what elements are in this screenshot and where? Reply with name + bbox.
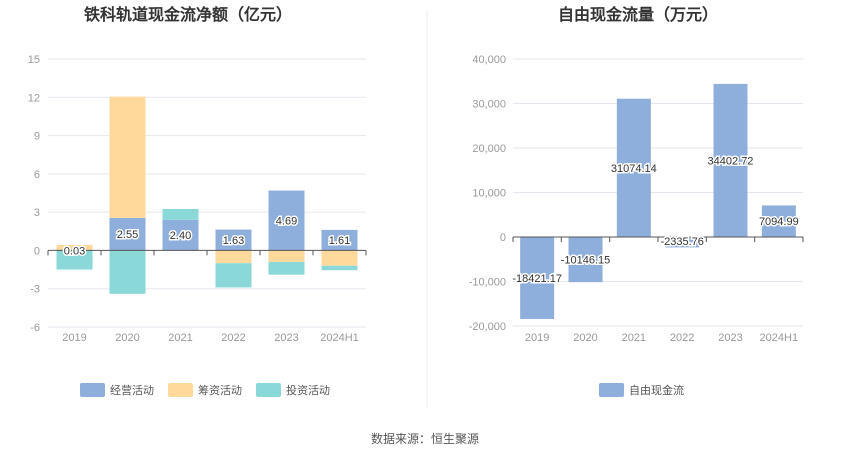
data-source: 数据来源：恒生聚源 [371, 431, 479, 446]
bar [520, 237, 555, 319]
x-tick-label: 2024H1 [760, 332, 799, 344]
y-tick-label: 30,000 [472, 99, 506, 111]
data-label: 2.40 [170, 230, 191, 242]
bar [761, 205, 796, 237]
bar-segment [215, 263, 252, 288]
legend-swatch [80, 383, 105, 397]
data-label: 34402.72 [708, 155, 754, 167]
y-tick-label: 9 [34, 131, 40, 143]
bar-segment [321, 229, 358, 251]
data-label: 0.03 [64, 245, 85, 257]
y-tick-label: -10,000 [469, 277, 506, 289]
x-tick-label: 2024H1 [320, 332, 359, 344]
legend-swatch [168, 383, 193, 397]
legend-label: 筹资活动 [198, 383, 242, 397]
y-tick-label: 0 [34, 245, 40, 257]
bar-segment [109, 250, 146, 294]
y-tick-label: 20,000 [472, 143, 506, 155]
bar-segment [215, 229, 252, 251]
x-tick-label: 2022 [670, 332, 694, 344]
data-label: 4.69 [276, 216, 297, 228]
data-label: 2.55 [117, 229, 138, 241]
left-chart-title: 铁科轨道现金流净额（亿元） [84, 5, 292, 24]
legend-swatch [256, 383, 281, 397]
y-tick-label: -20,000 [469, 321, 506, 333]
x-tick-label: 2023 [274, 332, 298, 344]
y-tick-label: 10,000 [472, 188, 506, 200]
y-tick-label: 40,000 [472, 54, 506, 66]
x-tick-label: 2019 [525, 332, 549, 344]
y-tick-label: 15 [28, 54, 40, 66]
legend-label: 经营活动 [110, 383, 154, 397]
bar [568, 237, 603, 283]
bar-segment [268, 250, 305, 262]
x-tick-label: 2020 [573, 332, 597, 344]
bar-segment [162, 219, 199, 251]
data-label: 1.63 [223, 235, 244, 247]
right-chart-title: 自由现金流量（万元） [558, 5, 718, 24]
x-tick-label: 2021 [622, 332, 646, 344]
data-label: 7094.99 [759, 216, 799, 228]
bar-segment [321, 265, 358, 271]
y-tick-label: -6 [30, 322, 40, 334]
x-tick-label: 2023 [718, 332, 742, 344]
y-tick-label: 6 [34, 169, 40, 181]
y-tick-label: 3 [34, 207, 40, 219]
data-label: -2335.76 [660, 236, 703, 248]
bar-segment [162, 208, 199, 220]
x-tick-label: 2020 [115, 332, 139, 344]
data-label: 1.61 [329, 235, 350, 247]
bar [616, 98, 651, 237]
legend-label: 自由现金流 [629, 383, 684, 397]
bar-segment [56, 250, 93, 270]
bar [713, 83, 748, 237]
x-tick-label: 2021 [168, 332, 192, 344]
legend-label: 投资活动 [286, 383, 330, 397]
bar-segment [268, 261, 305, 275]
bar-segment [268, 190, 305, 251]
y-tick-label: 0 [500, 232, 506, 244]
data-label: -10146.15 [561, 255, 611, 267]
bar-segment [109, 217, 146, 251]
bar-segment [56, 244, 93, 251]
bar-segment [321, 250, 358, 266]
bar-segment [215, 250, 252, 264]
legend-swatch [599, 383, 624, 397]
x-tick-label: 2019 [62, 332, 86, 344]
bar [665, 237, 700, 248]
data-label: -18421.17 [512, 273, 562, 285]
data-label: 31074.14 [611, 163, 657, 175]
y-tick-label: -3 [30, 284, 40, 296]
y-tick-label: 12 [28, 92, 40, 104]
x-tick-label: 2022 [221, 332, 245, 344]
bar-segment [109, 96, 146, 218]
